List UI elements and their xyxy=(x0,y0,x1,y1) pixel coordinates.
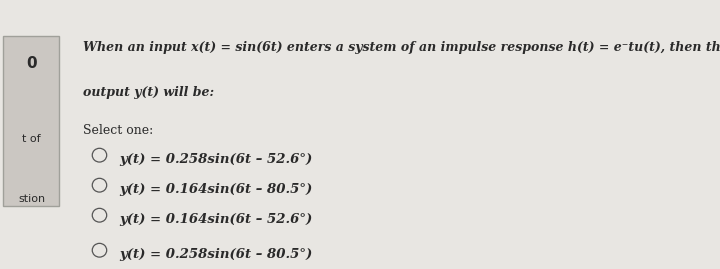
Text: y(t) = 0.258sin(6t – 52.6°): y(t) = 0.258sin(6t – 52.6°) xyxy=(120,153,312,166)
FancyBboxPatch shape xyxy=(3,36,59,207)
Text: y(t) = 0.164sin(6t – 80.5°): y(t) = 0.164sin(6t – 80.5°) xyxy=(120,183,312,196)
Text: t of: t of xyxy=(22,134,41,144)
Text: y(t) = 0.258sin(6t – 80.5°): y(t) = 0.258sin(6t – 80.5°) xyxy=(120,248,312,261)
Text: output y(t) will be:: output y(t) will be: xyxy=(83,86,214,99)
Text: stion: stion xyxy=(18,194,45,204)
Text: y(t) = 0.164sin(6t – 52.6°): y(t) = 0.164sin(6t – 52.6°) xyxy=(120,213,312,226)
Text: When an input x(t) = sin(6t) enters a system of an impulse response h(t) = e⁻tu(: When an input x(t) = sin(6t) enters a sy… xyxy=(83,41,720,54)
Text: 0: 0 xyxy=(27,56,37,71)
Text: Select one:: Select one: xyxy=(83,124,153,137)
